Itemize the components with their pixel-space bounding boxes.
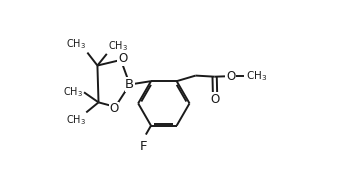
- Text: B: B: [125, 78, 134, 91]
- Text: O: O: [110, 102, 119, 115]
- Text: O: O: [118, 52, 127, 65]
- Text: CH$_3$: CH$_3$: [108, 39, 128, 53]
- Text: CH$_3$: CH$_3$: [246, 69, 267, 83]
- Text: CH$_3$: CH$_3$: [65, 114, 86, 127]
- Text: O: O: [210, 93, 220, 105]
- Text: O: O: [226, 70, 235, 83]
- Text: CH$_3$: CH$_3$: [66, 38, 86, 51]
- Text: F: F: [139, 140, 147, 153]
- Text: CH$_3$: CH$_3$: [63, 85, 83, 99]
